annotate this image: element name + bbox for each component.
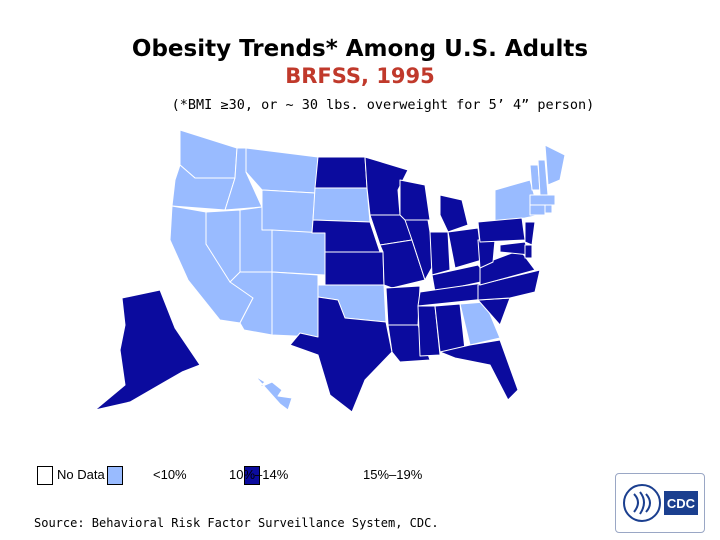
legend-label-under-10: <10% — [153, 467, 187, 482]
state-nm — [271, 271, 319, 338]
state-me — [544, 144, 566, 186]
state-tx — [289, 296, 393, 413]
state-pa — [477, 217, 526, 243]
state-nc — [477, 269, 541, 301]
state-fl — [439, 339, 519, 401]
cdc-logo-text: CDC — [667, 496, 696, 511]
legend-label-10-14: 10%–14% — [229, 467, 289, 482]
legend-label-15-19: 15%–19% — [363, 467, 423, 482]
state-ct — [529, 204, 546, 216]
us-obesity-map — [94, 129, 566, 413]
map-subtitle: BRFSS, 1995 — [285, 64, 435, 88]
state-wi — [399, 179, 431, 221]
state-ks — [324, 251, 385, 286]
state-co — [271, 229, 326, 276]
state-nj — [524, 221, 536, 246]
map-title: Obesity Trends* Among U.S. Adults — [131, 36, 589, 62]
legend-swatch-10-14 — [244, 466, 260, 485]
state-ms — [417, 305, 441, 357]
source-note: Source: Behavioral Risk Factor Surveilla… — [34, 516, 439, 530]
state-oh — [447, 227, 483, 269]
state-il — [404, 219, 436, 281]
state-mt — [245, 147, 319, 194]
state-hi — [254, 375, 293, 411]
state-wa — [179, 129, 238, 179]
state-sd — [312, 187, 371, 223]
state-ar — [385, 285, 421, 326]
state-va — [479, 249, 536, 286]
state-az — [229, 271, 273, 336]
state-ri — [544, 204, 553, 214]
state-mi — [439, 194, 469, 233]
state-wy — [261, 189, 316, 234]
state-in — [429, 231, 451, 276]
state-de — [524, 244, 533, 259]
state-al — [434, 303, 466, 353]
legend-swatch-no-data — [37, 466, 53, 485]
state-ny — [494, 179, 541, 223]
cdc-logo: CDC — [615, 473, 705, 533]
bmi-footnote: (*BMI ≥30, or ~ 30 lbs. overweight for 5… — [171, 97, 595, 113]
state-ga — [459, 301, 501, 346]
legend-label-no-data: No Data — [57, 467, 105, 482]
state-nd — [314, 156, 368, 189]
legend-swatch-under-10 — [107, 466, 123, 485]
state-ma — [529, 194, 556, 206]
state-ak — [94, 289, 201, 411]
